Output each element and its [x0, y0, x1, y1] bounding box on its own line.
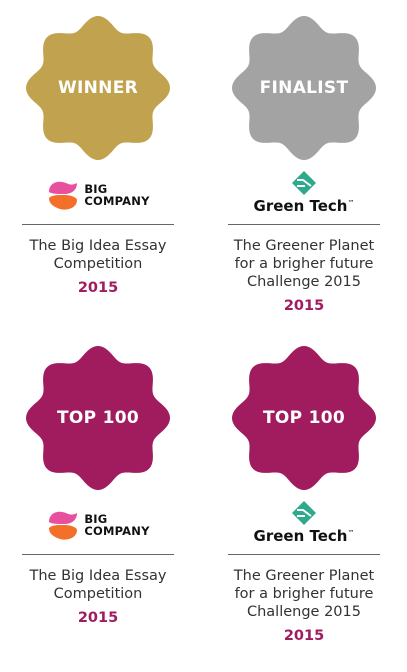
badge-shape [26, 346, 170, 490]
award-title: The Greener Planet for a brigher future … [228, 237, 380, 315]
green-tech-text: Green Tech [253, 197, 348, 215]
top100-badge: TOP 100 [22, 342, 174, 494]
title-line-1: The Greener Planet [233, 568, 375, 584]
badge-shape [232, 346, 376, 490]
divider [228, 224, 380, 225]
badge-label: FINALIST [259, 78, 349, 98]
trademark-symbol: ™ [347, 529, 355, 537]
title-line-3: Challenge 2015 [246, 604, 361, 620]
big-company-logo: BIG COMPANY [22, 172, 174, 218]
winner-badge: WINNER [22, 12, 174, 164]
award-title: The Big Idea Essay Competition 2015 [22, 237, 174, 297]
award-year: 2015 [283, 628, 325, 644]
title-line-1: The Big Idea Essay [29, 238, 167, 254]
green-tech-icon [291, 171, 316, 195]
big-company-line-1: BIG [84, 512, 108, 526]
green-tech-text: Green Tech [253, 527, 348, 545]
award-year: 2015 [77, 610, 119, 626]
divider [22, 224, 174, 225]
title-line-1: The Big Idea Essay [29, 568, 167, 584]
award-year: 2015 [283, 298, 325, 314]
badge-label: WINNER [57, 78, 139, 98]
trademark-symbol: ™ [347, 199, 355, 207]
badge-shape [26, 16, 170, 160]
badge-label: TOP 100 [56, 408, 139, 428]
big-company-line-2: COMPANY [84, 524, 150, 538]
green-tech-logo: Green Tech™ [228, 170, 380, 216]
badge-shape [232, 16, 376, 160]
big-company-line-2: COMPANY [84, 194, 150, 208]
big-company-icon [49, 511, 78, 540]
award-title: The Big Idea Essay Competition 2015 [22, 567, 174, 627]
divider [228, 554, 380, 555]
big-company-icon [49, 181, 78, 210]
divider [22, 554, 174, 555]
top100-badge: TOP 100 [228, 342, 380, 494]
badge-label: TOP 100 [262, 408, 345, 428]
green-tech-logo: Green Tech™ [228, 500, 380, 546]
title-line-3: Challenge 2015 [246, 274, 361, 290]
big-company-line-1: BIG [84, 182, 108, 196]
award-year: 2015 [77, 280, 119, 296]
title-line-1: The Greener Planet [233, 238, 375, 254]
big-company-logo: BIG COMPANY [22, 502, 174, 548]
title-line-2: Competition [53, 256, 143, 272]
title-line-2: Competition [53, 586, 143, 602]
title-line-2: for a brigher future [234, 256, 374, 272]
finalist-badge: FINALIST [228, 12, 380, 164]
green-tech-icon [291, 501, 316, 525]
award-title: The Greener Planet for a brigher future … [228, 567, 380, 645]
title-line-2: for a brigher future [234, 586, 374, 602]
